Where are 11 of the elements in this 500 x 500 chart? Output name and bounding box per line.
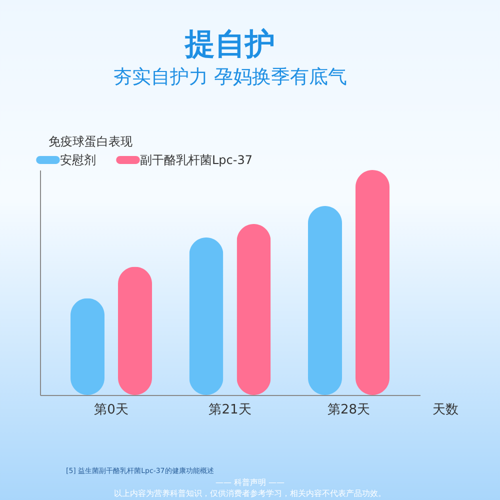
legend-label: 安慰剂 <box>60 153 96 167</box>
text: —— 科普声明 —— <box>214 477 286 488</box>
x-tick-label: 第28天 <box>327 402 370 418</box>
x-tick-label: 第0天 <box>94 402 128 418</box>
y-axis-title: 免疫球蛋白表现 <box>48 134 132 148</box>
legend-label: 副干酪乳杆菌Lpc-37 <box>140 153 252 167</box>
chart-subtitle: 夯实自护力 孕妈换季有底气 <box>112 66 348 88</box>
x-tick-label: 第21天 <box>208 402 252 418</box>
text: 以上内容为营养科普知识，仅供消费者参考学习，相关内容不代表产品功效。 <box>113 488 387 499</box>
x-axis-title: 天数 <box>432 402 458 418</box>
chart-title: 提自护 <box>184 27 275 62</box>
